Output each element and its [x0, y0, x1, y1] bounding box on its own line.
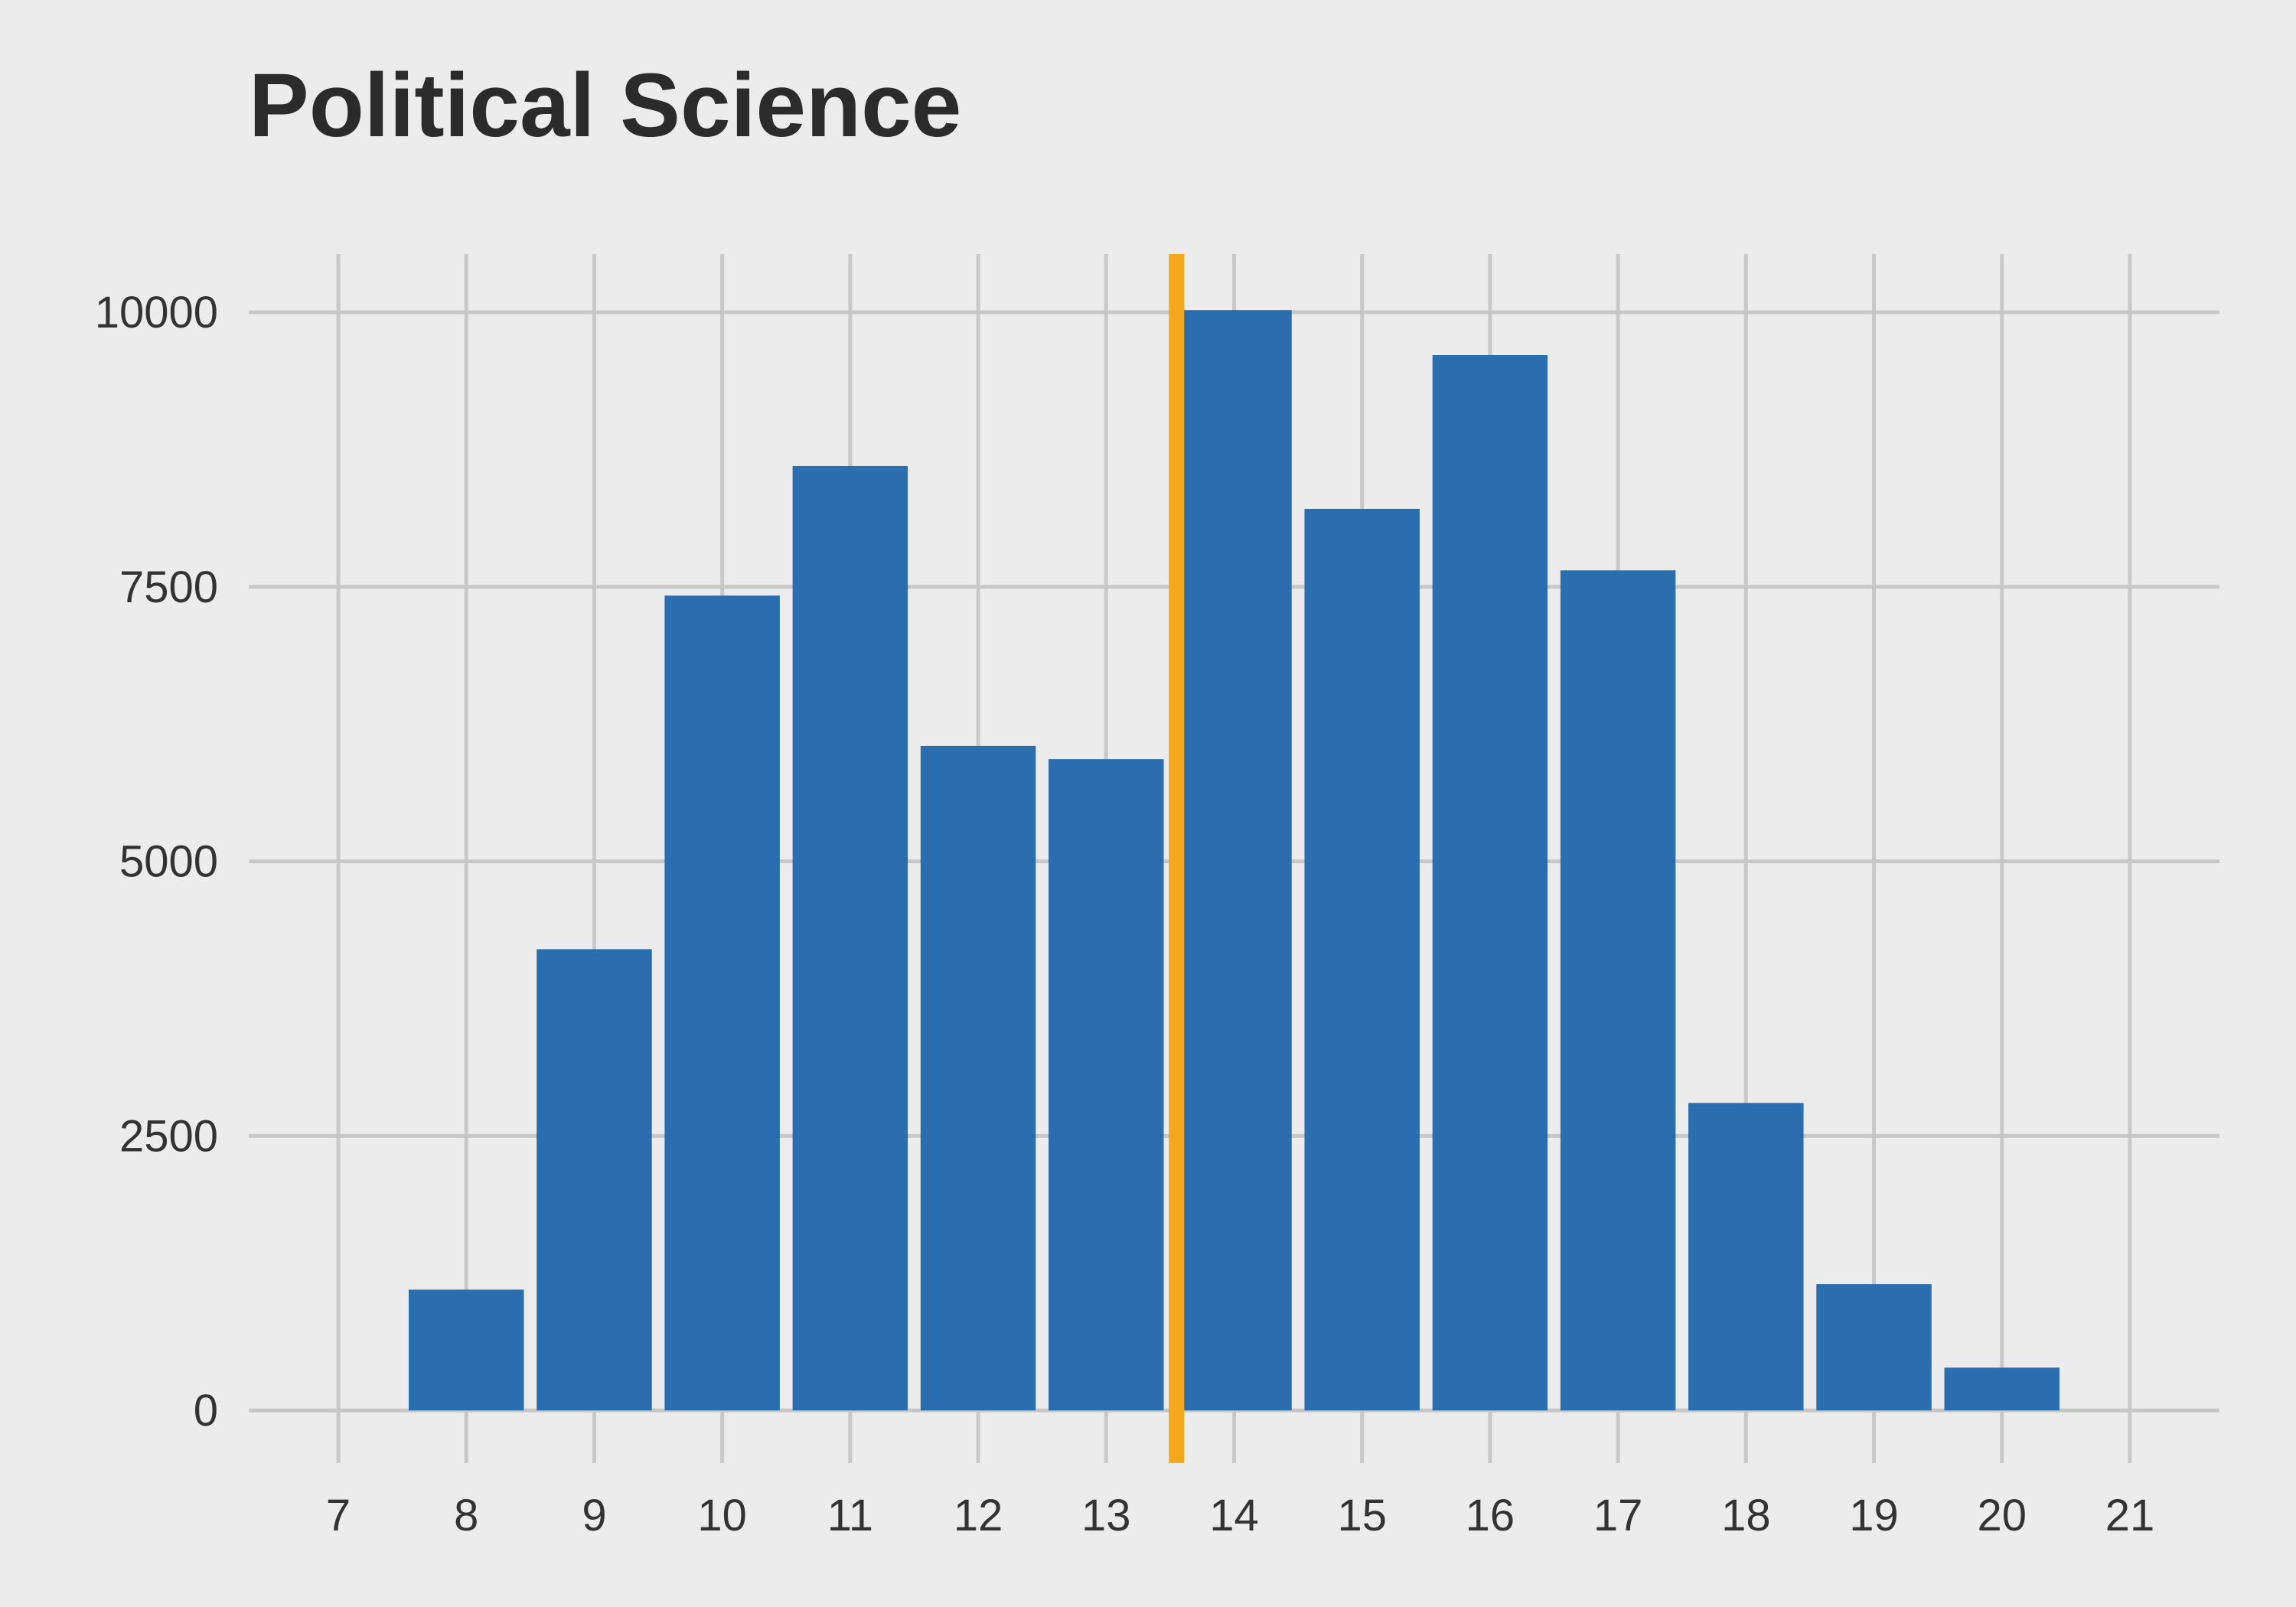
x-tick-label: 7	[326, 1491, 351, 1540]
histogram-bar	[1944, 1367, 2060, 1411]
histogram-bar	[1176, 310, 1292, 1411]
x-tick-label: 10	[697, 1491, 747, 1540]
y-tick-label: 10000	[95, 288, 218, 337]
x-tick-label: 15	[1337, 1491, 1387, 1540]
y-tick-label: 2500	[119, 1111, 218, 1161]
histogram-bar	[409, 1289, 524, 1411]
y-tick-label: 7500	[119, 562, 218, 612]
chart-title: Political Science	[249, 55, 962, 156]
x-tick-label: 20	[1977, 1491, 2027, 1540]
x-tick-label: 12	[954, 1491, 1003, 1540]
histogram-bar	[1432, 355, 1548, 1411]
x-tick-label: 11	[827, 1491, 873, 1540]
bar-layer	[409, 310, 2060, 1411]
histogram-bar	[536, 949, 652, 1411]
histogram-bar	[1560, 570, 1676, 1411]
histogram-bar	[1688, 1103, 1804, 1411]
x-axis-ticks: 7 8 9 10 11 12 13 14 15 16 17 18 19 20 21	[326, 1491, 2154, 1540]
histogram-bar	[664, 595, 780, 1411]
y-tick-label: 5000	[119, 837, 218, 887]
histogram-bar	[920, 745, 1036, 1411]
x-tick-label: 14	[1209, 1491, 1259, 1540]
x-tick-label: 16	[1466, 1491, 1515, 1540]
x-tick-label: 21	[2105, 1491, 2155, 1540]
histogram-bar	[1049, 759, 1164, 1411]
x-tick-label: 13	[1081, 1491, 1131, 1540]
y-tick-label: 0	[194, 1386, 218, 1436]
x-tick-label: 19	[1849, 1491, 1899, 1540]
histogram-bar	[1816, 1284, 1932, 1411]
x-tick-label: 17	[1593, 1491, 1643, 1540]
x-tick-label: 18	[1721, 1491, 1771, 1540]
x-tick-label: 9	[582, 1491, 606, 1540]
x-tick-label: 8	[454, 1491, 478, 1540]
histogram-bar	[792, 465, 908, 1411]
y-axis-ticks: 0 2500 5000 7500 10000	[95, 288, 218, 1436]
histogram-bar	[1304, 508, 1420, 1411]
